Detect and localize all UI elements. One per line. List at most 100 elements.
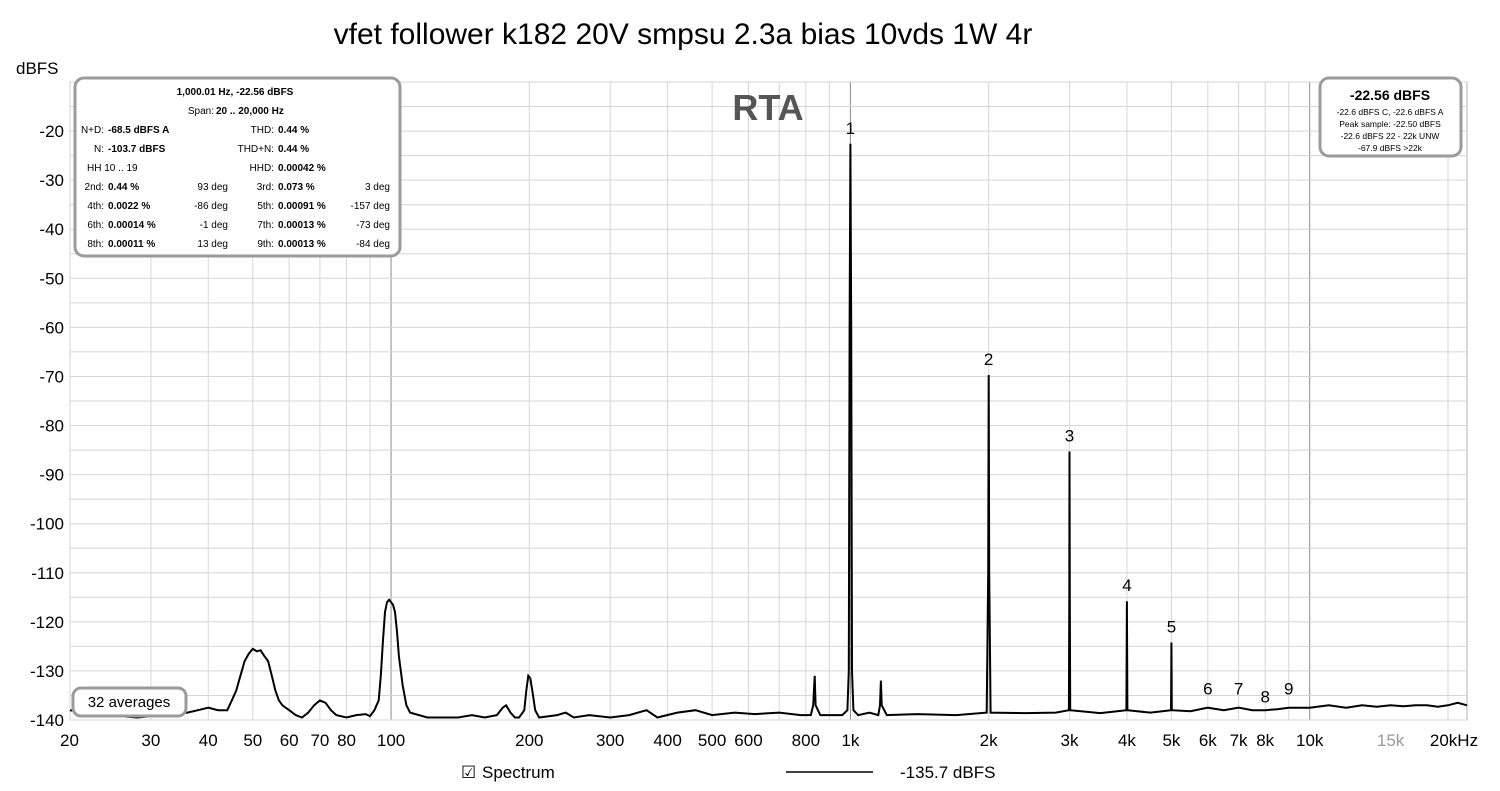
stats-span-value: 20 .. 20,000 Hz — [216, 106, 284, 117]
x-tick-label: 5k — [1162, 731, 1180, 750]
stats-thd-label: THD: — [251, 125, 274, 136]
averages-badge: 32 averages — [71, 686, 188, 718]
harmonic-marker-label: 8 — [1260, 688, 1269, 707]
x-tick-label: 2k — [980, 731, 998, 750]
rta-watermark: RTA — [732, 87, 803, 128]
y-tick-label: -130 — [30, 662, 64, 681]
y-tick-label: -80 — [39, 417, 64, 436]
y-tick-label: -140 — [30, 711, 64, 730]
x-tick-label: 15k — [1377, 731, 1405, 750]
harmonic-label: 7th: — [257, 220, 274, 231]
harmonic-marker-label: 4 — [1122, 576, 1131, 595]
stats-thdn-label: THD+N: — [238, 144, 274, 155]
x-tick-label: 30 — [141, 731, 160, 750]
harmonic-value: 0.00013 % — [278, 239, 326, 250]
legend-label-spectrum: Spectrum — [482, 763, 555, 782]
unweighted-level: -22.6 dBFS 22 - 22k UNW — [1341, 131, 1440, 141]
harmonic-label: 5th: — [257, 201, 274, 212]
stats-thdn-value: 0.44 % — [278, 144, 309, 155]
y-tick-label: -120 — [30, 613, 64, 632]
x-tick-label: 40 — [199, 731, 218, 750]
stats-harmonic-rows: 2nd: 0.44 % 93 deg 3rd: 0.073 % 3 deg 4th: 0.00… — [85, 182, 390, 250]
harmonic-phase: -1 deg — [200, 220, 228, 231]
stats-thd-value: 0.44 % — [278, 125, 309, 136]
harmonic-value: 0.0022 % — [108, 201, 150, 212]
harmonic-marker-label: 2 — [984, 350, 993, 369]
spectrum-trace — [69, 143, 1468, 719]
x-tick-label: 70 — [310, 731, 329, 750]
harmonic-marker-label: 5 — [1167, 617, 1176, 636]
y-tick-label: -110 — [31, 564, 64, 583]
x-tick-label: 4k — [1118, 731, 1136, 750]
chart-title: vfet follower k182 20V smpsu 2.3a bias 1… — [334, 18, 1033, 51]
x-tick-label: 7k — [1230, 731, 1248, 750]
harmonic-marker-label: 6 — [1203, 679, 1212, 698]
harmonic-phase: -86 deg — [194, 201, 228, 212]
stats-hhd-label: HHD: — [250, 163, 274, 174]
y-axis-unit: dBFS — [16, 59, 59, 78]
x-tick-label: 80 — [337, 731, 356, 750]
y-tick-label: -50 — [39, 269, 64, 288]
y-tick-label: -40 — [39, 220, 64, 239]
stats-box-left: 1,000.01 Hz, -22.56 dBFS Span: 20 .. 20,… — [73, 76, 402, 258]
stats-box-right: -22.56 dBFS -22.6 dBFS C, -22.6 dBFS A P… — [1318, 76, 1463, 158]
x-tick-label: 200 — [515, 731, 543, 750]
y-tick-label: -20 — [39, 122, 64, 141]
y-tick-label: -30 — [39, 171, 64, 190]
harmonic-marker-label: 9 — [1284, 679, 1293, 698]
x-tick-label: 100 — [377, 731, 405, 750]
x-tick-label: 500 — [698, 731, 726, 750]
harmonic-value: 0.00014 % — [108, 220, 156, 231]
harmonic-label: 9th: — [257, 239, 274, 250]
averages-count: 32 averages — [88, 694, 171, 711]
harmonic-markers: 1 2 3 4 5 6 7 8 9 — [846, 119, 1294, 707]
averages-badge-frame — [71, 686, 188, 718]
stats-box-left-frame — [73, 76, 402, 258]
harmonic-label: 6th: — [87, 220, 104, 231]
harmonic-phase: -73 deg — [356, 220, 390, 231]
x-tick-labels: 20 30 40 50 60 70 80 100 200 300 400 500 600 800 1k 2k 3… — [60, 731, 1478, 750]
x-tick-label: 60 — [280, 731, 299, 750]
above-22k-level: -67.9 dBFS >22k — [1358, 143, 1423, 153]
harmonic-phase: -157 deg — [351, 201, 390, 212]
harmonic-marker-label: 3 — [1065, 427, 1074, 446]
x-tick-label: 400 — [653, 731, 681, 750]
harmonic-label: 8th: — [87, 239, 104, 250]
y-tick-label: -100 — [30, 515, 64, 534]
harmonic-value: 0.00091 % — [278, 201, 326, 212]
harmonic-value: 0.073 % — [278, 182, 315, 193]
stats-hhd-value: 0.00042 % — [278, 163, 326, 174]
legend-value: -135.7 dBFS — [900, 763, 995, 782]
rms-weighted-levels: -22.6 dBFS C, -22.6 dBFS A — [1337, 107, 1444, 117]
harmonic-label: 2nd: — [85, 182, 104, 193]
harmonic-phase: -84 deg — [356, 239, 390, 250]
stats-nd-value: -68.5 dBFS A — [108, 125, 169, 136]
stats-n-value: -103.7 dBFS — [108, 144, 166, 155]
peak-sample-level: Peak sample: -22.50 dBFS — [1339, 119, 1441, 129]
y-tick-label: -70 — [39, 367, 64, 386]
x-tick-label: 600 — [734, 731, 762, 750]
stats-hh-label: HH 10 .. 19 — [87, 163, 138, 174]
x-tick-label: 800 — [792, 731, 820, 750]
y-tick-labels: -20 -30 -40 -50 -60 -70 -80 -90 -100 -110 -120 -130… — [30, 122, 64, 730]
y-tick-label: -60 — [39, 318, 64, 337]
x-tick-label: 20 — [60, 731, 79, 750]
x-tick-label: 20kHz — [1430, 731, 1478, 750]
stats-span-label: Span: — [188, 106, 214, 117]
x-tick-label: 3k — [1061, 731, 1079, 750]
y-tick-label: -90 — [39, 466, 64, 485]
x-tick-label: 1k — [841, 731, 859, 750]
harmonic-phase: 3 deg — [365, 182, 390, 193]
legend: ☑ Spectrum -135.7 dBFS — [461, 763, 995, 782]
harmonic-value: 0.44 % — [108, 182, 139, 193]
harmonic-label: 4th: — [87, 201, 104, 212]
x-tick-label: 8k — [1256, 731, 1274, 750]
harmonic-value: 0.00013 % — [278, 220, 326, 231]
x-tick-label: 50 — [243, 731, 262, 750]
stats-n-label: N: — [94, 144, 104, 155]
spectrum-checkbox[interactable]: ☑ — [461, 763, 476, 782]
harmonic-label: 3rd: — [257, 182, 274, 193]
x-tick-label: 6k — [1199, 731, 1217, 750]
rms-level-main: -22.56 dBFS — [1350, 87, 1430, 103]
